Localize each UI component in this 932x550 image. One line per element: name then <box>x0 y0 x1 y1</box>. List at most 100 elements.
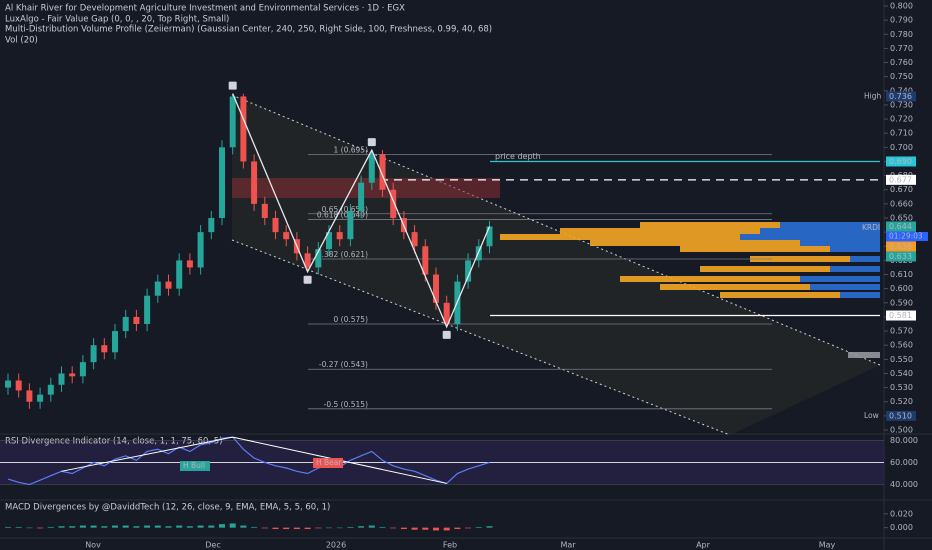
macd-bar <box>101 526 108 528</box>
macd-bar <box>26 527 33 529</box>
macd-bar <box>454 527 461 530</box>
macd-bar <box>411 527 418 530</box>
fair-value-gap <box>232 178 500 198</box>
macd-bar <box>251 526 258 528</box>
price-tag-label: 0.636 <box>889 242 912 251</box>
macd-bar <box>422 527 429 530</box>
divergence-label: H Bear <box>316 458 342 467</box>
macd-bar <box>112 525 118 528</box>
candle-body <box>422 246 429 275</box>
macd-bar <box>283 527 290 530</box>
price-line-label: price depth <box>495 152 541 161</box>
fib-label: 1 (0.695) <box>334 145 369 154</box>
price-tag-label: 0.510 <box>889 411 912 420</box>
macd-bar <box>358 526 365 528</box>
price-tag <box>886 156 916 167</box>
y-tick-label: 0.020 <box>890 509 913 518</box>
x-tick-label: Apr <box>696 541 711 550</box>
candle-body <box>229 96 236 148</box>
y-tick-label: 0.730 <box>890 100 913 109</box>
y-tick-label: 0.540 <box>890 369 913 378</box>
macd-bar <box>208 525 215 528</box>
macd-bar <box>186 526 193 528</box>
macd-bar <box>486 526 493 528</box>
macd-bar <box>261 527 268 529</box>
candle-body <box>219 147 225 218</box>
price-tag <box>886 91 916 102</box>
x-tick-label: May <box>819 541 836 550</box>
candle-body <box>165 281 172 289</box>
indicator-label: MACD Divergences by @DaviddTech (12, 26,… <box>5 503 330 513</box>
fib-label: 0.618 (0.649) <box>317 210 368 219</box>
macd-bar <box>176 525 183 528</box>
candle-body <box>79 362 86 377</box>
y-tick-label: 40.000 <box>890 480 918 489</box>
macd-bar <box>336 527 343 529</box>
candle-body <box>368 154 375 183</box>
y-tick-label: 0.780 <box>890 30 913 39</box>
fib-label: 0.382 (0.621) <box>317 250 368 259</box>
macd-bar <box>79 525 86 528</box>
pattern-point <box>367 138 376 147</box>
macd-bar <box>326 527 332 529</box>
y-tick-label: 0.750 <box>890 72 913 81</box>
price-tag-prefix: Low <box>864 411 879 420</box>
macd-bar <box>47 526 54 528</box>
countdown-bg <box>886 232 928 241</box>
candle-body <box>5 380 11 388</box>
price-tag <box>886 310 916 321</box>
fib-label: -0.27 (0.543) <box>319 360 368 369</box>
price-tag <box>886 241 916 252</box>
price-tag <box>886 410 916 421</box>
y-tick-label: 0.770 <box>890 44 913 53</box>
candle-body <box>411 232 418 247</box>
candle-body <box>133 316 140 324</box>
candle-body <box>37 394 44 402</box>
macd-bar <box>368 525 375 528</box>
candle-body <box>197 232 204 268</box>
price-tag-label: 0.644 <box>889 222 912 231</box>
x-tick-label: Nov <box>85 541 101 550</box>
fib-label: -0.5 (0.515) <box>324 400 368 409</box>
y-tick-label: 0.590 <box>890 298 913 307</box>
candle-body <box>336 232 343 240</box>
candle-body <box>433 274 439 303</box>
header: Al Khair River for Development Agricultu… <box>5 4 492 513</box>
macd-bar <box>219 524 225 528</box>
macd-bar <box>272 527 279 530</box>
candle-body <box>90 345 97 363</box>
indicator-label: Multi-Distribution Volume Profile (Zeiie… <box>5 25 492 35</box>
candle-body <box>101 345 108 353</box>
macd-bar <box>315 527 322 529</box>
y-tick-label: 0.740 <box>890 86 913 95</box>
y-tick-label: 0.000 <box>890 523 913 532</box>
y-tick-label: 0.600 <box>890 284 913 293</box>
macd-bar <box>5 526 11 528</box>
y-tick-label: 0.570 <box>890 327 913 336</box>
macd-bar <box>379 526 386 528</box>
y-tick-label: 0.790 <box>890 16 913 25</box>
pattern-line <box>232 93 491 329</box>
macd-bar <box>69 526 76 528</box>
price-tag-label: 0.581 <box>889 311 912 320</box>
y-tick-label: 0.650 <box>890 214 913 223</box>
x-tick-label: 2026 <box>326 541 346 550</box>
macd-bar <box>144 525 151 528</box>
indicator-label: LuxAlgo - Fair Value Gap (0, 0, , 20, To… <box>5 15 229 25</box>
y-tick-label: 0.520 <box>890 397 913 406</box>
candle-body <box>358 182 365 211</box>
macd-bar <box>465 527 472 529</box>
candle-body <box>122 316 129 332</box>
indicator-label: RSI Divergence Indicator (14, close, 1, … <box>5 437 223 447</box>
macd-bar <box>475 526 482 528</box>
y-tick-label: 0.670 <box>890 185 913 194</box>
channel-line <box>231 239 731 436</box>
candle-body <box>176 260 183 289</box>
y-tick-label: 80.000 <box>890 436 918 445</box>
volume-profile <box>500 222 880 358</box>
candle-body <box>283 232 290 240</box>
fib-label: 0 (0.575) <box>334 315 369 324</box>
candle-body <box>251 161 258 204</box>
y-tick-label: 0.720 <box>890 115 913 124</box>
